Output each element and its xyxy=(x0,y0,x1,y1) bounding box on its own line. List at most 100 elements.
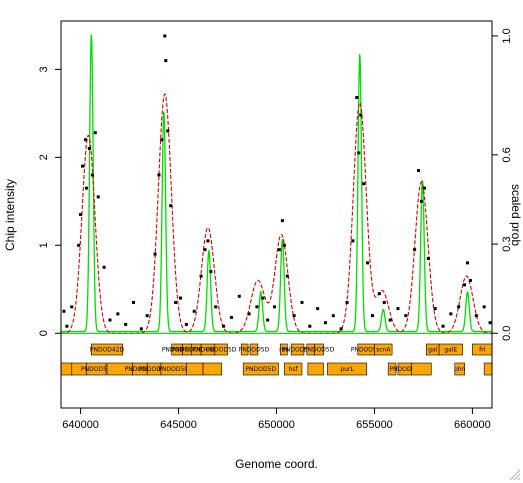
data-point xyxy=(482,305,486,309)
gene-label: PNDOD4D xyxy=(139,366,170,373)
data-point xyxy=(377,292,381,296)
data-point xyxy=(331,314,335,318)
data-point xyxy=(83,138,87,142)
data-point xyxy=(419,199,423,203)
gene-row2-gene xyxy=(86,362,107,376)
data-point xyxy=(362,182,366,186)
data-point xyxy=(285,274,289,278)
data-point xyxy=(488,321,492,325)
data-point xyxy=(282,243,286,247)
data-point xyxy=(237,294,241,298)
gene-row2-gene xyxy=(483,362,492,376)
data-point xyxy=(382,300,386,304)
data-point xyxy=(169,204,173,208)
gene-row2-gene xyxy=(454,362,465,376)
gene-label: PNDOD5D xyxy=(172,347,203,354)
gene-row2-gene xyxy=(284,362,303,376)
gene-label: PNDOD5D xyxy=(181,347,212,354)
data-point xyxy=(359,113,363,117)
data-point xyxy=(84,186,88,190)
gene-label: phn xyxy=(454,366,466,373)
x-tick-label: 655000 xyxy=(356,419,393,431)
gene-row2-gene xyxy=(202,362,222,376)
data-point xyxy=(413,248,417,252)
data-point xyxy=(457,305,461,309)
gene-label: frl xyxy=(479,347,486,354)
data-point xyxy=(449,312,453,316)
data-point xyxy=(124,322,128,326)
gene-track: PNDOD42D PNDOD5DPNDOD5DPNDOD5DPNDOD5DPNDO… xyxy=(61,343,492,376)
data-point xyxy=(209,270,213,274)
gene-label: PNDOD5D xyxy=(304,347,335,354)
gene-row2-gene xyxy=(387,362,397,376)
gene-row1-gene xyxy=(249,343,259,356)
gene-label: PNDOD5D xyxy=(158,366,189,373)
gene-row1-gene xyxy=(214,343,228,356)
gene-label: PNDOD5D xyxy=(206,347,237,354)
data-point xyxy=(77,243,81,247)
data-point xyxy=(90,173,94,177)
data-point xyxy=(192,309,196,313)
data-point xyxy=(163,34,167,38)
gene-label: PNDOD5D xyxy=(81,366,112,373)
data-point xyxy=(206,239,210,243)
gene-row1-gene xyxy=(314,343,324,356)
y-axis-title: Chip intensity xyxy=(3,179,17,251)
data-point xyxy=(351,239,355,243)
data-point xyxy=(166,129,170,133)
y-right-tick-label: 0.3 xyxy=(501,236,513,251)
resize-grip-icon[interactable] xyxy=(509,469,521,481)
data-point xyxy=(131,300,135,304)
data-point xyxy=(96,195,100,199)
data-point xyxy=(388,318,392,322)
data-points xyxy=(62,34,492,331)
y-tick-label: 1 xyxy=(38,242,50,248)
gene-row2-gene xyxy=(411,362,432,376)
y-tick-label: 3 xyxy=(38,66,50,72)
data-point xyxy=(280,219,284,223)
gene-row2-gene xyxy=(327,362,367,376)
gene-label: PNDOD42D xyxy=(90,347,125,354)
gene-row2-gene xyxy=(307,362,324,376)
data-point xyxy=(70,305,74,309)
data-point xyxy=(199,274,203,278)
gene-label: PNDOD4D xyxy=(125,366,156,373)
data-point xyxy=(339,327,343,331)
data-point xyxy=(261,296,265,300)
y-tick-label: 0 xyxy=(38,330,50,336)
data-point xyxy=(203,248,207,252)
data-point xyxy=(357,151,361,155)
y-tick-label: 2 xyxy=(38,154,50,160)
data-point xyxy=(441,324,445,328)
gene-row1-gene xyxy=(438,343,463,356)
data-point xyxy=(273,305,277,309)
probability-line xyxy=(61,34,492,333)
gene-row1-gene xyxy=(290,343,305,356)
data-point xyxy=(160,138,164,142)
x-tick-label: 640000 xyxy=(62,419,99,431)
y-right-tick-label: 0.0 xyxy=(501,326,513,341)
data-point xyxy=(404,314,408,318)
gene-label: purL xyxy=(340,366,354,373)
data-point xyxy=(145,314,149,318)
x-tick-label: 650000 xyxy=(258,419,295,431)
data-point xyxy=(266,318,270,322)
data-point xyxy=(255,305,259,309)
data-point xyxy=(164,59,168,63)
x-tick-label: 660000 xyxy=(454,419,491,431)
data-point xyxy=(292,314,296,318)
gene-row1-gene xyxy=(374,343,393,356)
data-point xyxy=(247,312,251,316)
data-point xyxy=(422,186,426,190)
data-point xyxy=(308,324,312,328)
y-right-tick-label: 0.6 xyxy=(501,147,513,162)
gene-label: hsf xyxy=(289,366,299,373)
gene-label: PNDOD5D xyxy=(239,347,270,354)
data-point xyxy=(62,309,66,313)
data-point xyxy=(65,324,69,328)
data-point xyxy=(222,324,226,328)
x-axis-title: Genome coord. xyxy=(235,457,318,471)
data-point xyxy=(355,96,359,100)
gene-row2-gene xyxy=(242,362,279,376)
y-right-tick-label: 1.0 xyxy=(501,28,513,43)
